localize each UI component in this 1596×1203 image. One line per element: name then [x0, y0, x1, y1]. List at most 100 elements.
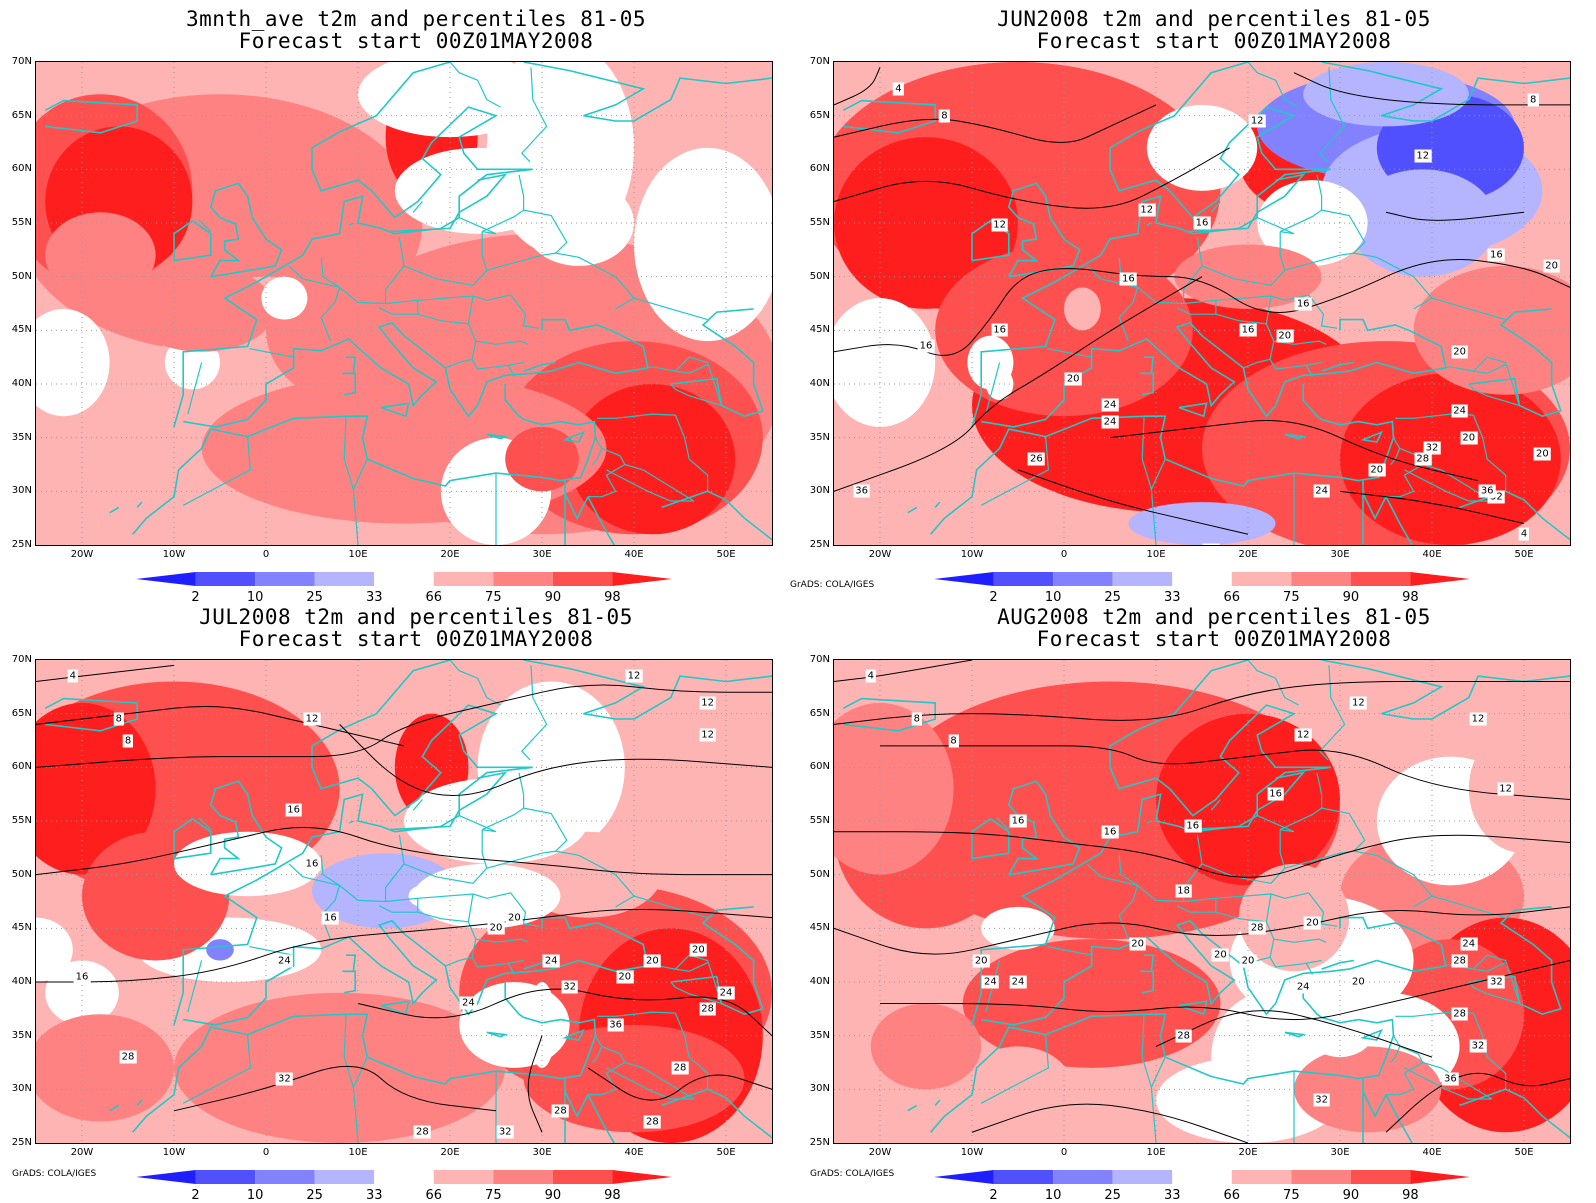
latitude-label: 65N: [809, 109, 830, 121]
country-border: [633, 895, 708, 919]
colorbar-swatch: [1291, 572, 1351, 586]
temperature-contour: [527, 1035, 543, 1133]
coastline: [1468, 308, 1562, 418]
contour-label: 16: [303, 857, 321, 871]
anomaly-region: [206, 939, 234, 961]
coastline: [971, 660, 1331, 1026]
longitude-label: 40E: [1422, 549, 1442, 560]
neutral-region: [981, 906, 1055, 950]
latitude-label: 50N: [11, 270, 32, 282]
longitude-label: 20W: [868, 549, 892, 560]
coastline: [1140, 372, 1154, 396]
colorbar-label: 33: [365, 590, 383, 605]
latitude-label: 70N: [809, 56, 830, 67]
longitude-label: 0: [262, 1147, 270, 1158]
colorbar-swatch: [195, 572, 256, 586]
contour-label: 16: [1184, 819, 1202, 833]
latitude-label: 60N: [11, 163, 32, 175]
map-panel: JUN2008 t2m and percentiles 81-05 Forecas…: [790, 0, 1596, 605]
longitude-label: 10E: [348, 1147, 368, 1158]
coastline: [1362, 1091, 1387, 1118]
country-border: [507, 364, 515, 377]
country-border: [1146, 222, 1153, 226]
anomaly-region: [528, 982, 556, 1068]
contour-label: 12: [1138, 203, 1156, 217]
coastline: [1321, 62, 1570, 122]
contour-label: 36: [1478, 484, 1496, 498]
contour-label: 24: [542, 954, 560, 968]
colorbar: [136, 1170, 672, 1184]
country-border: [985, 362, 1001, 415]
country-border: [449, 660, 501, 706]
longitude-label: 40E: [624, 549, 644, 560]
latitude-label: 65N: [11, 109, 32, 121]
country-border: [467, 921, 529, 943]
country-border: [1141, 417, 1152, 490]
colorbar-label: 2: [989, 590, 998, 605]
contour-label: 8: [113, 712, 124, 726]
longitude-label: 20W: [70, 549, 94, 560]
contour-label: 24: [460, 996, 477, 1010]
country-border: [1305, 962, 1313, 975]
contour-label: 28: [1202, 543, 1220, 545]
contour-label: 16: [285, 803, 302, 817]
coastline: [929, 384, 1395, 535]
temperature-contour: [834, 147, 1230, 209]
country-border: [606, 1067, 694, 1100]
panel-title: 3mnth_ave t2m and percentiles 81-05 Forec…: [36, 8, 796, 52]
contour-label: 20: [1239, 954, 1257, 968]
colorbar-swatch: [1053, 1170, 1113, 1184]
anomaly-region: [1294, 1046, 1442, 1133]
country-border: [1141, 1015, 1152, 1088]
contour-label: 8: [948, 734, 959, 747]
country-border: [249, 348, 294, 358]
coastline: [173, 660, 533, 1026]
country-border: [1404, 1067, 1492, 1100]
country-border: [523, 209, 568, 254]
country-border: [445, 358, 473, 369]
contour-label: 16: [991, 323, 1008, 337]
coastline: [934, 1099, 941, 1106]
longitude-label: 50E: [716, 549, 736, 560]
temperature-contour: [834, 104, 1157, 143]
country-border: [980, 1034, 1050, 1104]
colorbar-swatch: [195, 1170, 256, 1184]
latitude-label: 35N: [11, 1029, 32, 1041]
country-border: [1318, 665, 1346, 761]
country-border: [471, 340, 524, 370]
country-border: [403, 829, 488, 884]
longitude-label: 10E: [1146, 1147, 1166, 1158]
latitude-label: 25N: [11, 539, 32, 550]
coastline: [1360, 430, 1383, 443]
country-border: [1386, 463, 1424, 498]
map-panel: AUG2008 t2m and percentiles 81-05 Forecas…: [798, 598, 1596, 1203]
country-border: [1269, 340, 1322, 370]
country-border: [520, 67, 548, 163]
latitude-label: 35N: [809, 1029, 830, 1041]
colorbar-swatch: [1112, 1170, 1173, 1184]
coastline: [136, 501, 143, 508]
country-border: [1256, 217, 1295, 235]
country-border: [1321, 807, 1366, 852]
latitude-label: 45N: [11, 324, 32, 336]
temperature-contour: [357, 988, 772, 1037]
temperature-contour: [834, 276, 1203, 492]
country-border: [472, 892, 540, 927]
contour-label: 12: [1350, 696, 1367, 710]
country-border: [403, 231, 488, 286]
colorbar-swatch: [255, 1170, 315, 1184]
contour-label: 18: [1175, 884, 1192, 898]
temperature-contour: [36, 684, 772, 768]
longitude-label: 10W: [162, 1147, 186, 1158]
contour-label: 16: [917, 339, 935, 353]
contour-label: 28: [1451, 954, 1468, 968]
anomaly-region: [128, 265, 276, 352]
coastline: [562, 430, 585, 443]
longitude-label: 50E: [1514, 549, 1534, 560]
coastline: [523, 660, 772, 720]
contour-label: 24: [1294, 980, 1312, 994]
coastline: [1140, 970, 1154, 994]
neutral-region: [1303, 992, 1377, 1058]
temperature-contour: [173, 1065, 497, 1112]
coastline: [1385, 496, 1414, 545]
